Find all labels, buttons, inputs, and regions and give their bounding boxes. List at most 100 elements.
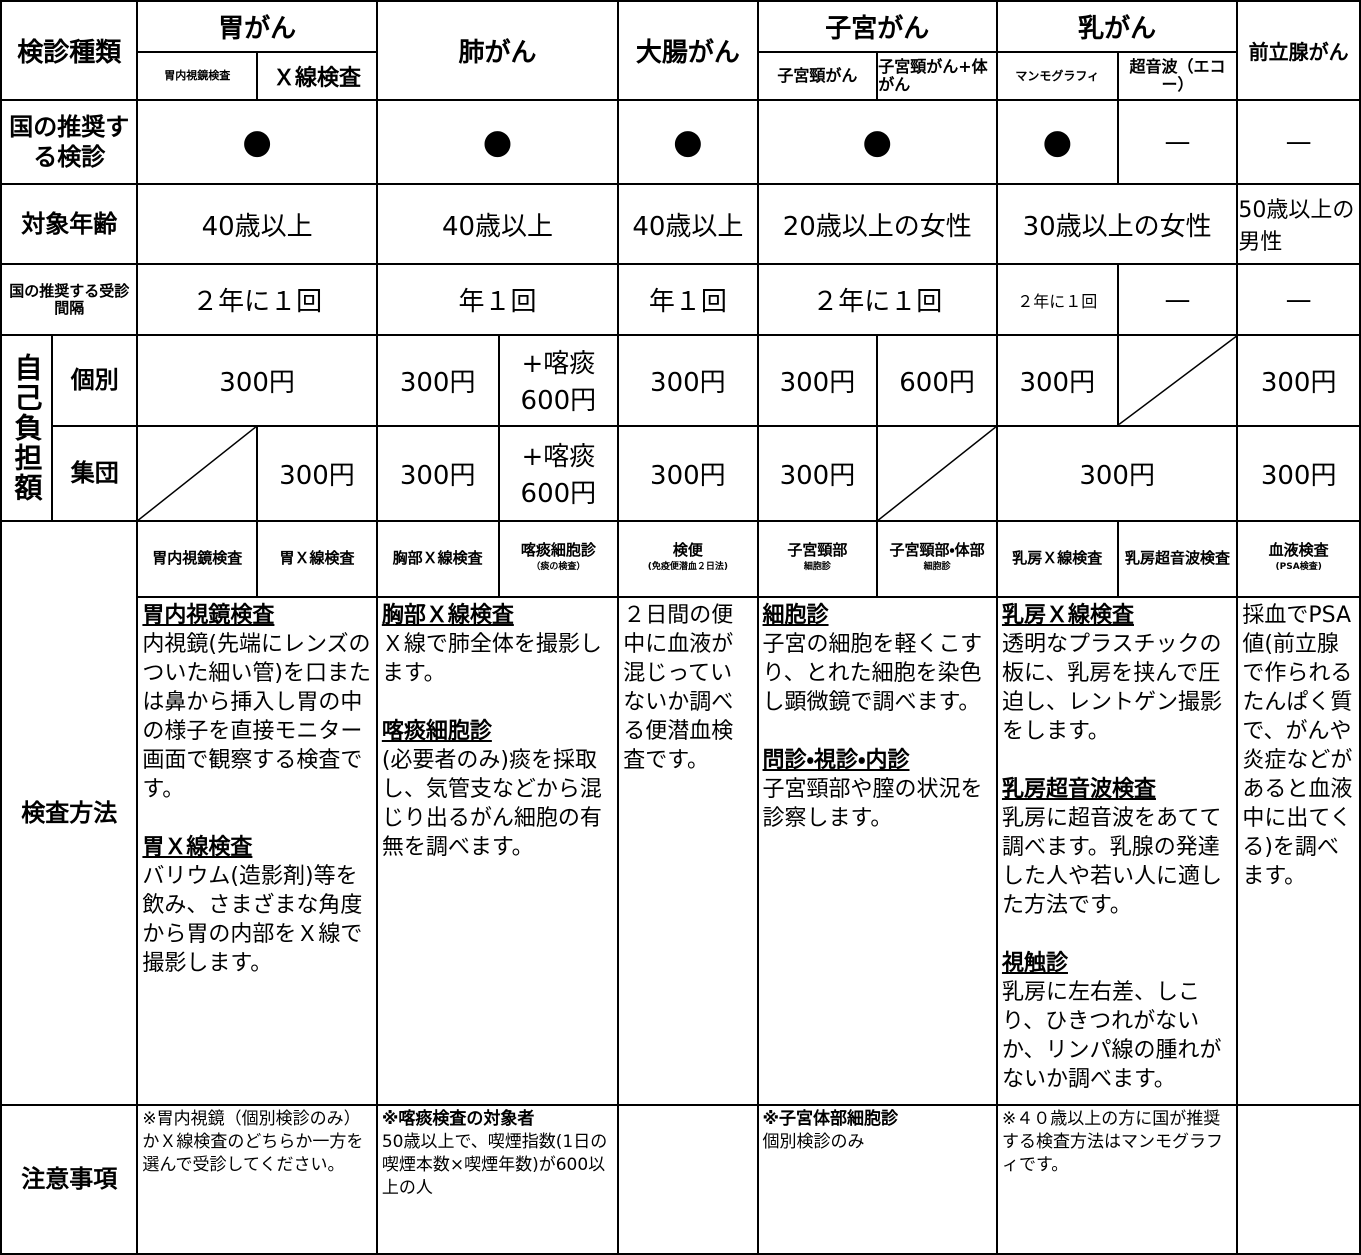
method-block: ２日間の便中に血液が混じっていないか調べる便潜血検査です。 — [623, 601, 752, 775]
table-cell: 300円 — [377, 336, 498, 425]
table-cell: 子宮がん — [758, 2, 996, 52]
method-block: 採血でPSA値(前立腺で作られるたんぱく質で、がんや炎症などがあると血液中に出て… — [1242, 601, 1355, 891]
table-cell: 胸部Ｘ線検査 Ｘ線で肺全体を撮影します。喀痰細胞診 (必要者のみ)痰を採取し、気管支… — [377, 597, 618, 1104]
table-cell: 50歳以上の男性 — [1238, 184, 1359, 264]
cell-line: （痰の検査） — [531, 561, 586, 572]
method-text: バリウム(造影剤)等を飲み、さまざまな角度から胃の内部をＸ線で撮影します。 — [142, 863, 363, 976]
table-cell: 40歳以上 — [377, 184, 618, 264]
table-cell: ● — [619, 101, 757, 183]
cell-line: 300円 — [1079, 460, 1155, 491]
table-cell: ※喀痰検査の対象者 50歳以上で、喫煙指数(1日の喫煙本数×喫煙年数)が600以上… — [377, 1105, 618, 1253]
table-cell: 40歳以上 — [138, 184, 376, 264]
cell-line: 細胞診 — [803, 561, 831, 572]
diagonal — [138, 427, 256, 520]
method-text: 内視鏡(先端にレンズのついた細い管)を口または鼻から挿入し胃の中の様子を直接モニ… — [142, 631, 371, 802]
method-heading: 乳房超音波検査 — [1001, 776, 1156, 802]
method-block: 喀痰細胞診 (必要者のみ)痰を採取し、気管支などから混じり出るがん細胞の有無を調べ… — [382, 717, 613, 862]
table-cell: — — [1118, 101, 1237, 183]
table-cell: 乳房超音波検査 — [1118, 521, 1237, 596]
note-text: 個別検診のみ — [762, 1131, 865, 1152]
table-cell: 子宮頸部 細胞診 — [758, 521, 877, 596]
cell-line: 検便 — [672, 540, 703, 559]
table-cell: 300円 — [758, 426, 877, 520]
method-block: 胃Ｘ線検査 バリウム(造影剤)等を飲み、さまざまな角度から胃の内部をＸ線で撮影しま… — [142, 833, 371, 978]
table-cell: — — [1118, 265, 1237, 335]
cell-line: 300円 — [779, 367, 856, 398]
method-text: 採血でPSA値(前立腺で作られるたんぱく質で、がんや炎症などがあると血液中に出て… — [1242, 602, 1353, 889]
table-cell: 肺がん — [377, 2, 618, 100]
cell-line: +喀痰 — [521, 442, 596, 473]
note-heading: ※喀痰検査の対象者 — [381, 1108, 535, 1129]
method-heading: 細胞診 — [762, 602, 829, 628]
table-cell: 40歳以上 — [619, 184, 757, 264]
table-cell: 胃内視鏡検査 内視鏡(先端にレンズのついた細い管)を口または鼻から挿入し胃の中の様… — [138, 597, 376, 1104]
table-cell: 国の推奨する検診 — [2, 101, 137, 183]
table-cell: 子宮頸がん+体がん — [878, 53, 996, 100]
table-cell: 検査方法 — [2, 521, 137, 1104]
method-block: 乳房超音波検査乳房に超音波をあてて調べます。乳腺の発達した人や若い人に適した方法… — [1002, 775, 1232, 920]
table-cell: 乳房Ｘ線検査 透明なプラスチックの板に、乳房を挟んで圧迫し、レントゲン撮影をします… — [997, 597, 1237, 1104]
table-cell: 対象年齢 — [2, 184, 137, 264]
cell-line: (PSA検査) — [1275, 561, 1322, 572]
table-cell: 300円 — [1238, 336, 1359, 425]
diagonal-line — [878, 427, 996, 520]
method-block: 胸部Ｘ線検査 Ｘ線で肺全体を撮影します。 — [382, 601, 613, 688]
note-text: ※４０歳以上の方に国が推奨する検査方法はマンモグラフィです。 — [1001, 1108, 1223, 1175]
table-cell: ● — [377, 101, 618, 183]
method-block: 視触診 乳房に左右差、しこり、ひきつれがないか、リンパ線の腫れがないか調べます。 — [1002, 949, 1232, 1094]
diagonal-line — [1119, 336, 1237, 424]
table-cell: 30歳以上の女性 — [997, 184, 1237, 264]
table-cell: ※４０歳以上の方に国が推奨する検査方法はマンモグラフィです。 — [997, 1105, 1237, 1253]
table-cell: 細胞診 子宮の細胞を軽くこすり、とれた細胞を染色し顕微鏡で調べます。 問診・視診・内… — [758, 597, 996, 1104]
note-text: ※胃内視鏡（個別検診のみ）かＸ線検査のどちらか一方を選んで受診してください。 — [142, 1108, 364, 1175]
table-cell: 乳房Ｘ線検査 — [997, 521, 1117, 596]
note-heading: ※子宮体部細胞診 — [762, 1108, 899, 1129]
table-cell: 検診種類 — [2, 2, 137, 100]
cell-line: 300円 — [650, 367, 726, 398]
method-block: 乳房Ｘ線検査 透明なプラスチックの板に、乳房を挟んで圧迫し、レントゲン撮影をします… — [1002, 601, 1232, 746]
method-text: Ｘ線で肺全体を撮影します。 — [381, 631, 602, 686]
table-cell: 年１回 — [377, 265, 618, 335]
cell-line: 子宮頸部 — [787, 540, 848, 559]
method-text: 乳房に超音波をあてて調べます。乳腺の発達した人や若い人に適した方法です。 — [1001, 805, 1222, 918]
table-cell — [619, 1105, 757, 1253]
table-cell: +喀痰 600円 — [499, 336, 618, 425]
cell-line: 細胞診 — [923, 561, 951, 572]
table-cell: 個別 — [53, 336, 137, 425]
cell-line: 乳房Ｘ線検査 — [1012, 549, 1103, 568]
cell-line: 300円 — [219, 367, 295, 398]
note-text: 50歳以上で、喫煙指数(1日の喫煙本数×喫煙年数)が600以上の人 — [381, 1131, 608, 1198]
cell-line: 300円 — [650, 460, 726, 491]
diagonal — [878, 427, 996, 520]
table-cell: 胃内視鏡検査 — [138, 53, 257, 100]
cell-line: 600円 — [899, 367, 975, 398]
table-cell: 300円 — [997, 336, 1117, 425]
table-cell: 300円 — [258, 426, 376, 520]
cell-line: 300円 — [1260, 367, 1337, 398]
table-cell: 300円 — [997, 426, 1237, 520]
table-cell: 超音波（エコー） — [1118, 53, 1237, 100]
table-cell: 300円 — [1238, 426, 1359, 520]
table-cell: 自己負担額 — [2, 336, 52, 520]
table-cell: 胃Ｘ線検査 — [258, 521, 376, 596]
method-heading: 喀痰細胞診 — [381, 718, 492, 744]
cell-line: 胸部Ｘ線検査 — [392, 549, 483, 568]
table-cell: 子宮頸がん — [758, 53, 877, 100]
method-block: 胃内視鏡検査 内視鏡(先端にレンズのついた細い管)を口または鼻から挿入し胃の中の様… — [142, 601, 371, 804]
table-cell: — — [1238, 265, 1359, 335]
method-heading: 胸部Ｘ線検査 — [381, 602, 514, 628]
table-cell: 20歳以上の女性 — [758, 184, 996, 264]
table-cell: マンモグラフィ — [997, 53, 1117, 100]
cell-line: 300円 — [399, 460, 476, 491]
table-cell: 検便 (免疫便潜血２日法) — [619, 521, 757, 596]
cell-line: +喀痰 — [521, 349, 596, 380]
cell-line: (免疫便潜血２日法) — [647, 561, 728, 572]
table-cell: ２年に１回 — [997, 265, 1117, 335]
table-cell: 年１回 — [619, 265, 757, 335]
method-text: 子宮頸部や膣の状況を診察します。 — [762, 776, 983, 831]
table-cell: 採血でPSA値(前立腺で作られるたんぱく質で、がんや炎症などがあると血液中に出て… — [1238, 597, 1359, 1104]
table-cell: 胃内視鏡検査 — [138, 521, 257, 596]
table-cell: 胃がん — [138, 2, 376, 52]
